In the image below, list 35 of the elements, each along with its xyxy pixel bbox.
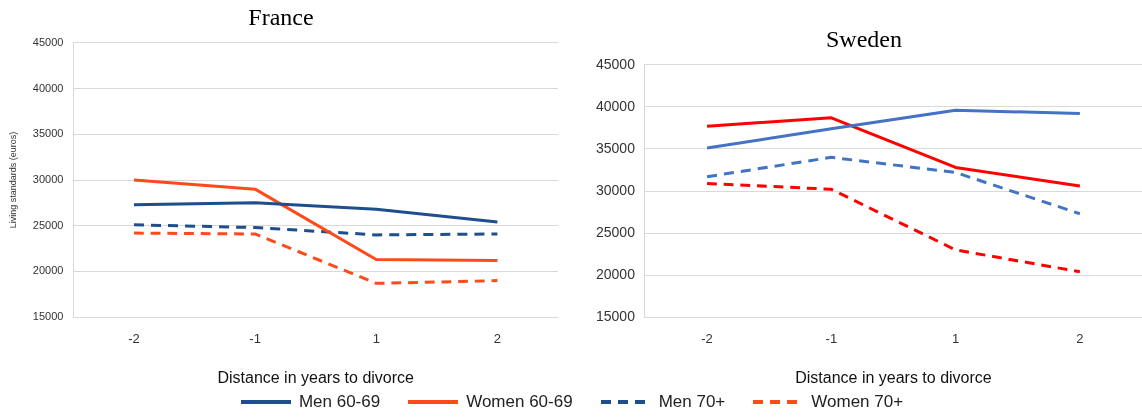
chart-title: Sweden [826, 25, 902, 52]
y-tick-label: 40000 [595, 97, 636, 114]
x-tick-label: -2 [128, 330, 140, 346]
y-tick-label: 15000 [32, 310, 64, 323]
y-tick-label: 45000 [32, 35, 64, 48]
line-series [705, 155, 1082, 216]
x-tick-label: 1 [372, 330, 380, 346]
legend-label: Men 70+ [658, 392, 726, 412]
line-series [132, 223, 499, 237]
x-axis-title: Distance in years to divorce [217, 368, 415, 386]
x-axis-title: Distance in years to divorce [795, 368, 992, 386]
x-tick-label: 2 [493, 330, 502, 346]
legend-label: Women 60-69 [466, 392, 573, 412]
y-tick-label: 20000 [32, 264, 64, 277]
x-tick-label: -1 [249, 330, 261, 346]
legend-label: Men 60-69 [298, 392, 381, 412]
line-series [132, 231, 499, 285]
y-tick-label: 30000 [32, 173, 64, 186]
chart-title: France [248, 3, 314, 30]
x-tick-label: -2 [701, 330, 713, 346]
y-tick-label: 25000 [32, 218, 64, 231]
y-tick-label: 35000 [32, 127, 64, 140]
x-tick-label: 2 [1076, 330, 1084, 346]
legend-label: Women 70+ [811, 392, 904, 412]
y-tick-label: 30000 [595, 181, 636, 198]
y-tick-label: 35000 [595, 139, 636, 156]
y-tick-label: 40000 [32, 81, 64, 94]
y-tick-label: 25000 [595, 223, 636, 240]
x-tick-label: 1 [951, 330, 960, 346]
y-tick-label: 15000 [595, 308, 636, 325]
y-axis-title: Living standards (euros) [7, 131, 18, 229]
line-series [705, 181, 1082, 274]
y-tick-label: 20000 [595, 265, 636, 282]
y-tick-label: 45000 [595, 55, 636, 72]
x-tick-label: -1 [825, 330, 838, 346]
